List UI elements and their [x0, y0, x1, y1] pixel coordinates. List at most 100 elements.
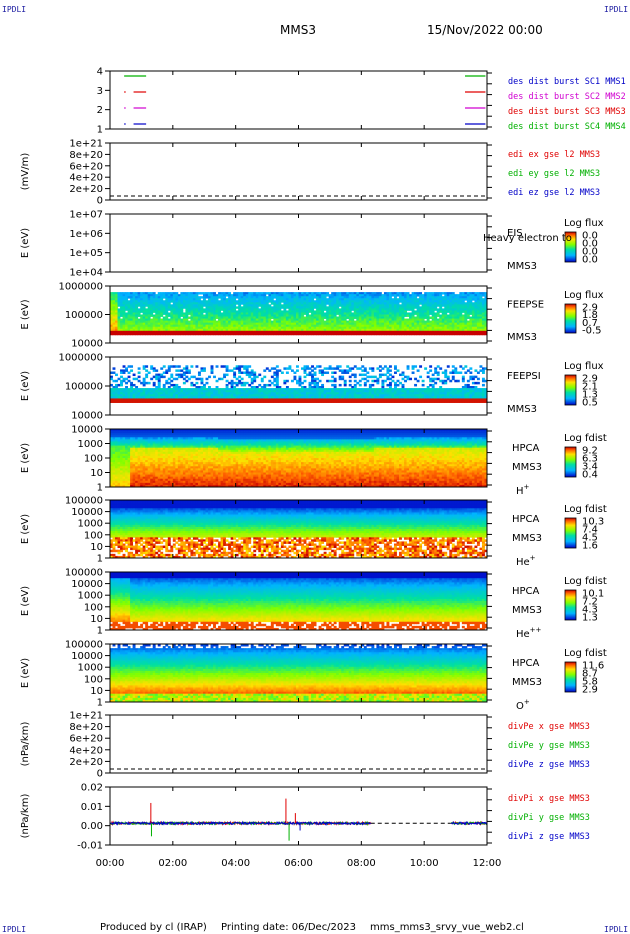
spectrogram-cell — [361, 378, 364, 380]
spectrogram-cell — [472, 382, 475, 384]
colorbar-label: Log flux — [564, 361, 604, 372]
spectrogram-cell — [291, 380, 294, 382]
spectrogram-cell — [326, 367, 329, 369]
spectrogram-cell — [474, 376, 477, 378]
spectrogram-cell — [138, 376, 141, 378]
spectrogram-cell — [371, 401, 374, 403]
spectrogram-cell — [376, 401, 379, 403]
panel-frame — [110, 71, 487, 129]
colorbar — [565, 304, 576, 333]
y-axis-label: E (eV) — [20, 299, 31, 329]
spectrogram-cell — [120, 315, 123, 317]
legend-entry: edi ez gse l2 MMS3 — [508, 188, 600, 198]
spectrogram-cell — [334, 380, 337, 382]
spectrogram-cell — [178, 365, 181, 367]
spectrogram-cell — [125, 369, 128, 371]
spectrogram-cell — [316, 401, 319, 403]
spectrogram-cell — [226, 369, 229, 371]
spectrogram-cell — [316, 378, 319, 380]
spectrogram-cell — [299, 333, 302, 335]
spectrogram-cell — [283, 367, 286, 369]
spectrogram-cell — [326, 380, 329, 382]
spectrogram-cell — [180, 401, 183, 403]
spectrogram-cell — [384, 365, 387, 367]
spectrogram-cell — [206, 382, 209, 384]
spectrogram-cell — [283, 401, 286, 403]
spectrogram-cell — [324, 308, 327, 310]
legend-entry: edi ex gse l2 MMS3 — [508, 150, 600, 160]
spectrogram-cell — [148, 382, 151, 384]
spectrogram-cell — [389, 378, 392, 380]
spectrogram-cell — [200, 401, 203, 403]
spectrogram-cell — [263, 369, 266, 371]
spectrogram-cell — [414, 333, 417, 335]
spectrogram-cell — [218, 333, 221, 335]
spectrogram-cell — [246, 382, 249, 384]
spectrogram-cell — [467, 317, 470, 319]
spectrogram-cell — [447, 365, 450, 367]
spectrogram-cell — [314, 367, 317, 369]
spectrogram-cell — [321, 374, 324, 376]
spectrogram-cell — [366, 380, 369, 382]
spectrogram-cell — [301, 333, 304, 335]
spectrogram-cell — [140, 333, 143, 335]
spectrogram-cell — [148, 401, 151, 403]
spectrogram-cell — [118, 304, 121, 306]
spectrogram-cell — [248, 365, 251, 367]
spectrogram-cell — [366, 376, 369, 378]
spectrogram-cell — [321, 401, 324, 403]
spectrogram-cell — [349, 369, 352, 371]
spectrogram-cell — [351, 401, 354, 403]
spectrogram-cell — [404, 315, 407, 317]
spectrogram-cell — [226, 401, 229, 403]
spectrogram-cell — [304, 401, 307, 403]
spectrogram-cell — [256, 401, 259, 403]
spectrogram-cell — [384, 374, 387, 376]
spectrogram-cell — [467, 401, 470, 403]
spectrogram-cell — [113, 401, 116, 403]
spectrogram-cell — [402, 378, 405, 380]
spectrogram-cell — [381, 333, 384, 335]
spectrogram-cell — [185, 333, 188, 335]
spectrogram-cell — [452, 333, 455, 335]
spectrogram-cell — [437, 304, 440, 306]
spectrogram-cell — [115, 380, 118, 382]
spectrogram-cell — [238, 382, 241, 384]
spectrogram-cell — [366, 333, 369, 335]
legend-entry: des dist burst SC4 MMS4 — [508, 122, 626, 132]
spectrogram-cell — [138, 380, 141, 382]
ytick-label: 1000000 — [58, 353, 103, 364]
spectrogram-cell — [454, 333, 457, 335]
spectrogram-cell — [449, 380, 452, 382]
spectrogram-cell — [379, 369, 382, 371]
spectrogram-cell — [432, 374, 435, 376]
spectrogram-cell — [268, 300, 271, 302]
spectrogram-cell — [334, 333, 337, 335]
panel-3: 1e+071e+061e+051e+04E (eV)Log flux0.00.0… — [20, 210, 604, 279]
spectrogram-cell — [296, 333, 299, 335]
spectrogram-cell — [221, 401, 224, 403]
spectrogram-cell — [482, 401, 485, 403]
ytick-label: 10000 — [71, 339, 103, 350]
spectrogram-cell — [130, 369, 133, 371]
spectrogram-cell — [266, 384, 269, 386]
spectrogram-cell — [221, 378, 224, 380]
spectrogram-cell — [138, 372, 141, 374]
spectrogram-cell — [422, 380, 425, 382]
spectrogram-cell — [374, 380, 377, 382]
spectrogram-cell — [371, 380, 374, 382]
corner-label-left: IPDLI — [2, 5, 26, 14]
spectrogram-cell — [324, 372, 327, 374]
spectrogram-cell — [123, 380, 126, 382]
spectrogram-cell — [291, 401, 294, 403]
spectrogram-cell — [427, 376, 430, 378]
spectrogram-cell — [482, 372, 485, 374]
spectrogram-cell — [434, 333, 437, 335]
spectrogram-cell — [195, 401, 198, 403]
spectrogram-cell — [462, 380, 465, 382]
spectrogram-cell — [155, 369, 158, 371]
spectrogram-cell — [251, 382, 254, 384]
spectrogram-cell — [168, 382, 171, 384]
spectrogram-cell — [153, 310, 156, 312]
spectrogram-cell — [477, 333, 480, 335]
